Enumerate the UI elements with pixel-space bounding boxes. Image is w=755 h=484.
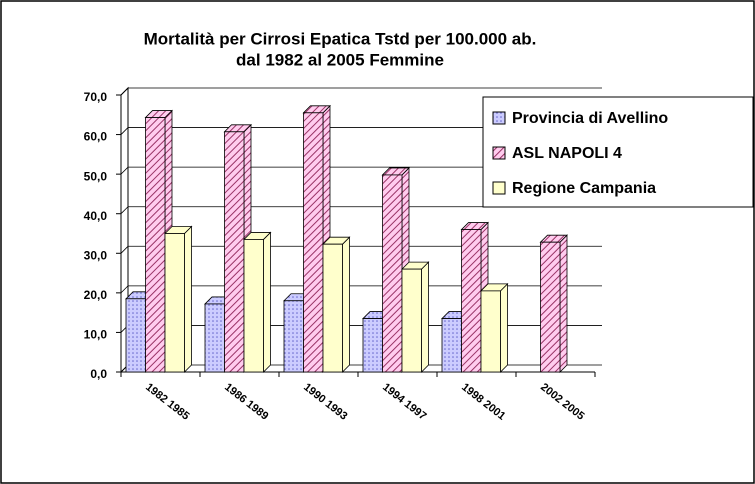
bar-side [500,282,508,373]
bar [461,229,482,373]
bar [382,174,403,373]
grid-line [120,87,602,96]
grid-line [120,206,602,214]
legend-swatch [492,181,506,195]
chart-subtitle: dal 1982 al 2005 Femmine [236,50,444,69]
grid-line [120,245,602,254]
legend-box [482,96,754,208]
y-tick-label: 30,0 [84,248,108,262]
bar [125,298,146,373]
legend-swatch [492,111,506,125]
bar-side [342,236,350,373]
y-tick-label: 60,0 [84,130,108,144]
y-tick-label: 10,0 [84,328,108,342]
bar [204,303,225,373]
y-tick-label: 50,0 [84,169,108,183]
y-tick-label: 70,0 [84,90,108,104]
bar [322,243,343,373]
bar [164,233,185,373]
bar-side [559,234,568,373]
grid-line [120,285,602,294]
bar [303,112,324,373]
grid-line [120,127,602,135]
bar [362,318,383,373]
legend-label: Provincia di Avellino [512,110,668,127]
bar [283,300,304,373]
chart-title: Mortalità per Cirrosi Epatica Tstd per 1… [144,29,537,48]
legend-label: Regione Campania [512,180,656,197]
bar-side [184,225,192,373]
grid-line [120,166,602,175]
bar [441,318,462,373]
y-tick-label: 40,0 [84,209,108,223]
bar [145,117,166,373]
legend-label: ASL NAPOLI 4 [512,145,622,162]
bar [224,131,245,373]
bar-side [263,231,271,373]
bar [480,290,501,373]
legend-swatch [492,146,506,160]
bar [540,241,561,373]
bar [243,239,264,373]
y-tick-label: 20,0 [84,288,108,302]
y-tick-label: 0,0 [90,367,107,381]
bar-side [421,261,429,373]
bar [401,268,422,373]
